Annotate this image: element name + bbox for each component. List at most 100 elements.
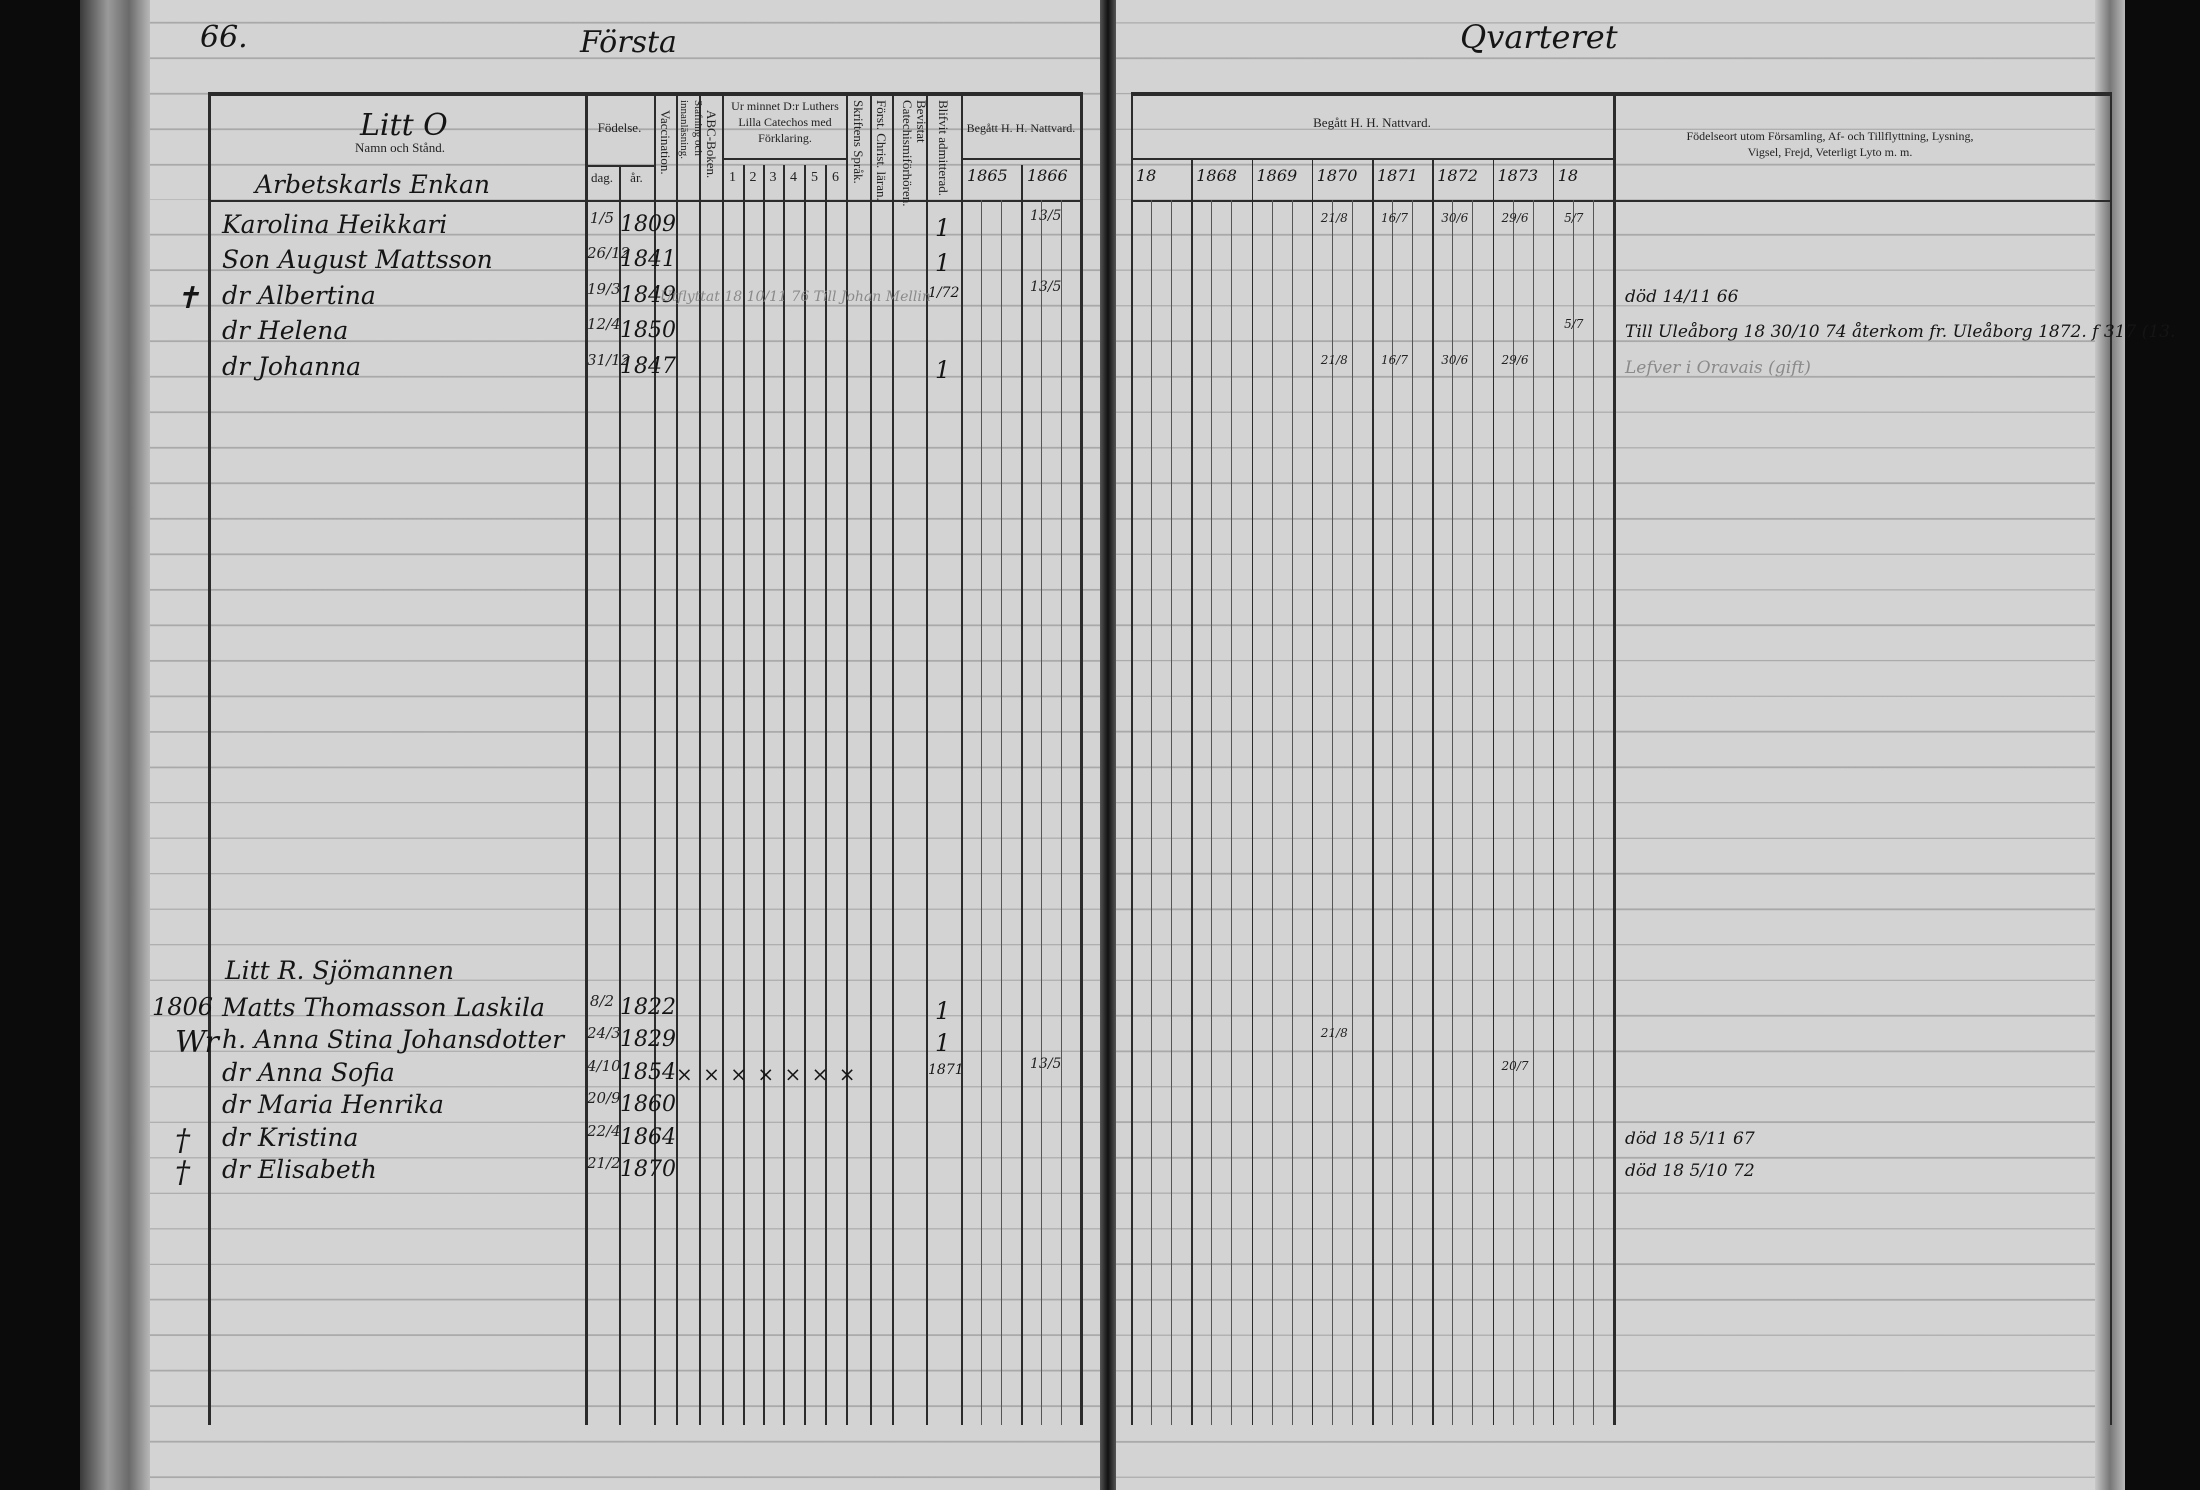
column-rule	[892, 92, 894, 1425]
person-name: h. Anna Stina Johansdotter	[222, 1025, 565, 1054]
sub-column-rule	[1061, 200, 1062, 1425]
communion-1866: 13/5	[1030, 278, 1062, 295]
day-header: dag.	[590, 170, 614, 185]
group-heading: Arbetskarls Enkan	[255, 170, 490, 199]
sub-column-rule	[1351, 200, 1353, 1425]
book-edge-left	[80, 0, 150, 1490]
page-title-left: Första	[580, 25, 677, 60]
column-rule	[722, 92, 724, 1425]
birth-year: 1870	[620, 1157, 676, 1182]
left-page	[150, 0, 1105, 1490]
sub-column-rule	[1412, 200, 1413, 1425]
page-number: 66.	[200, 20, 248, 55]
table-row: Karolina Heikkari 1/5 1809 1 13/5 21/8 16/7 30/…	[0, 207, 2200, 244]
table-row: dr Helena 12/4 1850 5/7 Till Uleåborg 18 30/…	[0, 316, 2200, 350]
column-rule	[926, 92, 928, 1425]
column-rule	[676, 92, 678, 1425]
table-row: 1806 Matts Thomasson Laskila 8/2 1822 1	[0, 993, 2200, 1027]
year-header-right: 1873	[1497, 166, 1539, 185]
communion-date: 30/6	[1441, 352, 1469, 367]
birth-year: 1841	[620, 247, 676, 272]
person-name: Matts Thomasson Laskila	[222, 992, 545, 1022]
birth-day: 19/3	[587, 279, 621, 298]
birth-day: 12/4	[587, 315, 621, 333]
person-name: dr Kristina	[222, 1122, 359, 1152]
birth-year: 1864	[620, 1124, 676, 1150]
communion-date: 21/8	[1320, 210, 1348, 225]
sub-column-rule	[1331, 200, 1333, 1425]
column-rule	[699, 92, 701, 1425]
christ-header: Först. Christ. läran.	[874, 100, 889, 201]
abc-header: ABC-Boken.	[704, 110, 719, 179]
table-row: ✝ dr Albertina 19/3 1849 1/72 13/5 Utflyttat 1…	[0, 278, 2200, 316]
year-header-right: 1868	[1196, 166, 1237, 185]
birth-day: 1/5	[589, 208, 615, 227]
subheader-rule	[722, 158, 846, 160]
column-rule	[1552, 158, 1555, 1425]
column-rule	[763, 165, 765, 1425]
column-rule	[1372, 158, 1374, 1425]
column-rule	[1492, 158, 1494, 1425]
year-header-right: 1869	[1256, 166, 1298, 185]
column-rule	[743, 165, 745, 1425]
sub-column-rule	[1171, 200, 1172, 1425]
person-name: dr Elisabeth	[222, 1155, 377, 1184]
birth-year: 1822	[620, 994, 676, 1020]
sub-column-rule	[1452, 200, 1454, 1425]
sub-column-rule	[1231, 200, 1233, 1425]
column-rule	[585, 92, 588, 1425]
column-rule	[2110, 92, 2112, 1425]
birth-year: 1860	[620, 1092, 676, 1117]
header-rule	[208, 200, 1080, 202]
birth-day: 4/10	[587, 1056, 621, 1075]
margin-note: 1806	[152, 992, 214, 1021]
birth-day: 8/2	[589, 991, 615, 1010]
page-title-right: Qvarteret	[1460, 18, 1618, 56]
column-rule	[1191, 158, 1193, 1425]
catechism-header: Ur minnet D:r Luthers Lilla Catechos med…	[731, 99, 839, 145]
communion-header-right: Begått H. H. Nattvard.	[1313, 115, 1431, 130]
birth-day: 21/2	[587, 1154, 621, 1172]
catechism-column-number: 5	[811, 170, 818, 185]
column-rule	[846, 92, 848, 1425]
group-heading: Litt R. Sjömannen	[225, 956, 454, 985]
communion-date: 30/6	[1441, 210, 1469, 225]
communion-1866: 13/5	[1030, 207, 1062, 224]
birth-header: Födelse.	[597, 120, 642, 135]
sub-column-rule	[1572, 200, 1574, 1425]
table-row: † dr Elisabeth 21/2 1870 död 18 5/10 72	[0, 1154, 2200, 1190]
communion-date: 29/6	[1501, 210, 1529, 225]
margin-note: Wr	[175, 1025, 219, 1060]
birth-year: 1829	[620, 1027, 676, 1052]
column-rule	[208, 92, 211, 1425]
person-name: Son August Mattsson	[222, 245, 493, 274]
communion-date: 21/8	[1320, 1026, 1348, 1040]
spelling-header: Stafning och innanläsning.	[678, 100, 704, 159]
communion-date: 5/7	[1564, 210, 1584, 225]
year-header-right: 18	[1136, 166, 1157, 185]
table-row: dr Maria Henrika 20/9 1860	[0, 1090, 2200, 1124]
column-rule	[825, 165, 827, 1425]
attended-header: Bevistat Catechismiförhören.	[900, 100, 929, 207]
catechism-column-number: 6	[832, 170, 839, 185]
remark-note: död 18 5/11 67	[1625, 1128, 1755, 1149]
communion-date: 16/7	[1381, 352, 1408, 367]
remark-note: död 14/11 66	[1625, 286, 1739, 307]
scripture-header: Skriftens Språk.	[851, 100, 866, 184]
person-name: dr Albertina	[222, 280, 376, 310]
table-row: dr Anna Sofia 4/10 1854 1871 13/5 × × × × × ×…	[0, 1056, 2200, 1092]
catechism-marks: × × × × × × ×	[676, 1061, 858, 1086]
year-header-left: 1865	[967, 166, 1008, 185]
communion-date: 5/7	[1564, 317, 1584, 331]
table-row: Wr h. Anna Stina Johansdotter 24/3 1829 1 21/…	[0, 1025, 2200, 1060]
table-row: Son August Mattsson 26/12 1841 1	[0, 245, 2200, 279]
birth-day: 20/9	[587, 1089, 621, 1107]
remark-note: död 18 5/10 72	[1625, 1161, 1755, 1181]
person-name: dr Maria Henrika	[222, 1090, 444, 1119]
column-rule	[1251, 158, 1253, 1425]
admitted-mark: 1	[935, 355, 951, 384]
table-row: † dr Kristina 22/4 1864 död 18 5/11 67	[0, 1122, 2200, 1158]
sub-column-rule	[1151, 200, 1152, 1425]
admitted-mark: 1	[935, 213, 951, 242]
catechism-column-number: 2	[749, 170, 757, 185]
